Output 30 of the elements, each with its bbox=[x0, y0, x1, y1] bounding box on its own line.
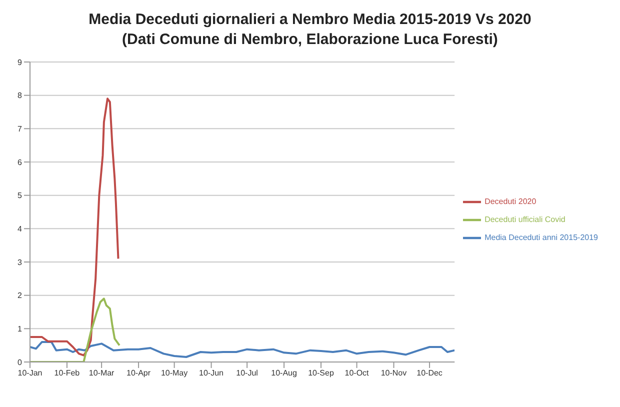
x-tick-label: 10-May bbox=[160, 368, 188, 378]
y-tick-label: 7 bbox=[18, 124, 23, 134]
x-tick-label: 10-Jun bbox=[199, 368, 224, 378]
y-tick-label: 3 bbox=[18, 258, 23, 267]
line-series bbox=[30, 298, 120, 362]
x-tick-label: 10-Apr bbox=[126, 368, 151, 378]
x-tick-label: 10-Feb bbox=[54, 368, 80, 378]
legend-label: Media Deceduti anni 2015-2019 bbox=[484, 233, 598, 242]
y-tick-label: 0 bbox=[18, 358, 23, 367]
legend-label: Deceduti 2020 bbox=[484, 197, 536, 206]
y-tick-label: 8 bbox=[18, 91, 23, 100]
x-tick-label: 10-Aug bbox=[271, 368, 297, 378]
x-tick-label: 10-Sep bbox=[308, 368, 334, 378]
x-tick-label: 10-Jan bbox=[18, 368, 42, 378]
chart-subtitle: (Dati Comune di Nembro, Elaborazione Luca Foresti) bbox=[121, 30, 499, 50]
x-tick-label: 10-Mar bbox=[88, 368, 115, 378]
x-tick-label: 10-Nov bbox=[380, 368, 407, 378]
y-tick-label: 1 bbox=[18, 324, 23, 334]
x-tick-label: 10-Dec bbox=[416, 368, 442, 378]
y-tick-label: 9 bbox=[18, 58, 23, 67]
line-series bbox=[30, 341, 455, 358]
y-tick-label: 6 bbox=[18, 158, 23, 167]
y-tick-label: 5 bbox=[18, 191, 23, 200]
chart-title: Media Deceduti giornalieri a Nembro Media 2015-2019 Vs 2020 bbox=[88, 10, 532, 30]
y-tick-label: 2 bbox=[18, 291, 23, 300]
legend-label: Deceduti ufficiali Covid bbox=[484, 215, 566, 224]
y-tick-label: 4 bbox=[18, 224, 23, 234]
line-series bbox=[30, 98, 120, 356]
x-tick-label: 10-Jul bbox=[236, 368, 258, 378]
x-tick-label: 10-Oct bbox=[344, 368, 370, 378]
